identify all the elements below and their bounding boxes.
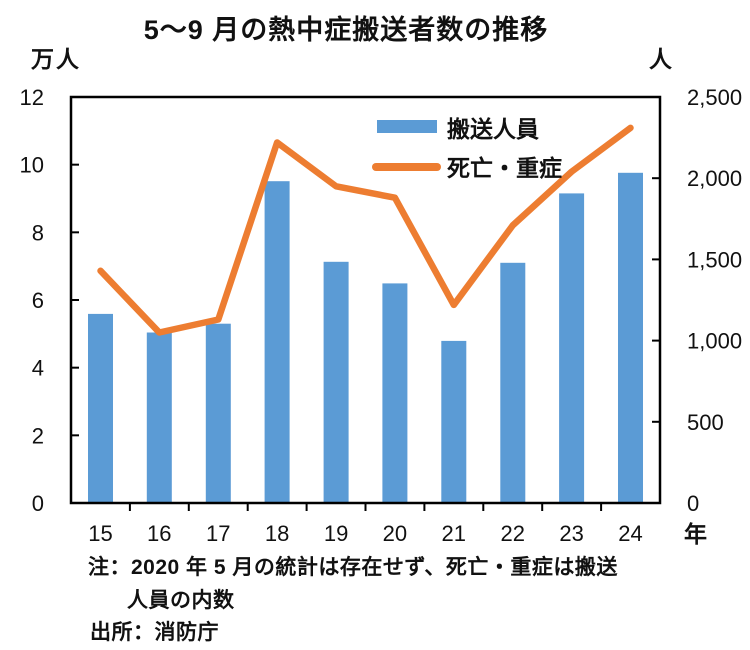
bar-15 bbox=[88, 313, 113, 503]
footnote-line-1: 注：2020 年 5 月の統計は存在せず、死亡・重症は搬送 bbox=[88, 556, 618, 579]
x-tick-label: 15 bbox=[88, 521, 112, 546]
left-tick-label: 10 bbox=[20, 153, 44, 178]
x-tick-label: 21 bbox=[442, 521, 466, 546]
legend-bar-label: 搬送人員 bbox=[447, 116, 539, 142]
legend-line-label: 死亡・重症 bbox=[447, 155, 562, 181]
bar-20 bbox=[382, 283, 408, 503]
right-tick-label: 0 bbox=[687, 491, 699, 516]
x-tick-label: 23 bbox=[559, 521, 583, 546]
x-tick-label: 24 bbox=[618, 521, 642, 546]
left-axis-unit-label: 万人 bbox=[31, 46, 81, 72]
x-axis-unit-label: 年 bbox=[684, 521, 707, 547]
bar-19 bbox=[323, 261, 349, 503]
x-tick-label: 18 bbox=[265, 521, 289, 546]
bar-22 bbox=[500, 262, 526, 503]
bar-16 bbox=[146, 332, 172, 503]
right-tick-label: 2,500 bbox=[687, 85, 742, 110]
left-tick-label: 8 bbox=[32, 220, 44, 245]
right-axis-unit-label: 人 bbox=[649, 46, 672, 72]
right-tick-label: 1,000 bbox=[687, 329, 742, 354]
source-note: 出所：消防庁 bbox=[90, 621, 219, 644]
bar-17 bbox=[205, 323, 231, 503]
footnote-line-2: 人員の内数 bbox=[127, 589, 235, 612]
x-tick-label: 16 bbox=[147, 521, 171, 546]
left-tick-label: 12 bbox=[20, 85, 44, 110]
bar-23 bbox=[559, 193, 585, 503]
left-tick-label: 2 bbox=[32, 423, 44, 448]
left-tick-label: 6 bbox=[32, 288, 44, 313]
x-tick-label: 20 bbox=[383, 521, 407, 546]
right-tick-label: 1,500 bbox=[687, 247, 742, 272]
x-tick-label: 19 bbox=[324, 521, 348, 546]
right-tick-label: 2,000 bbox=[687, 166, 742, 191]
x-tick-label: 17 bbox=[206, 521, 230, 546]
bar-series bbox=[88, 172, 643, 504]
left-tick-label: 0 bbox=[32, 491, 44, 516]
legend-bar-swatch bbox=[377, 120, 437, 133]
left-tick-label: 4 bbox=[32, 356, 44, 381]
bar-21 bbox=[441, 340, 467, 503]
right-tick-label: 500 bbox=[687, 410, 724, 435]
line-series bbox=[97, 124, 634, 336]
bar-24 bbox=[618, 172, 643, 504]
chart-title: 5〜9 月の熱中症搬送者数の推移 bbox=[143, 15, 549, 45]
bar-18 bbox=[264, 181, 290, 503]
x-tick-label: 22 bbox=[501, 521, 525, 546]
